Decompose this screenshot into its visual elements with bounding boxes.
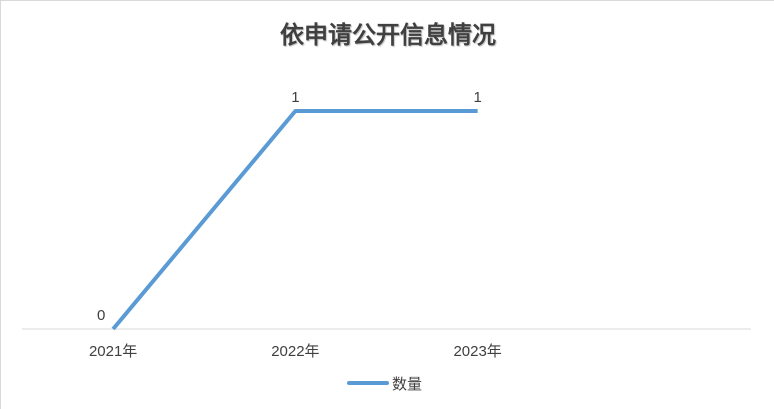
data-label: 0 [97,307,105,324]
data-label: 1 [473,89,481,106]
x-tick-label: 2022年 [271,343,319,360]
x-tick-label: 2023年 [453,343,501,360]
legend-label: 数量 [392,376,422,393]
x-tick-label: 2021年 [89,343,137,360]
series-line [111,109,478,331]
chart-title: 依申请公开信息情况 [280,20,496,49]
data-label: 1 [291,89,299,106]
